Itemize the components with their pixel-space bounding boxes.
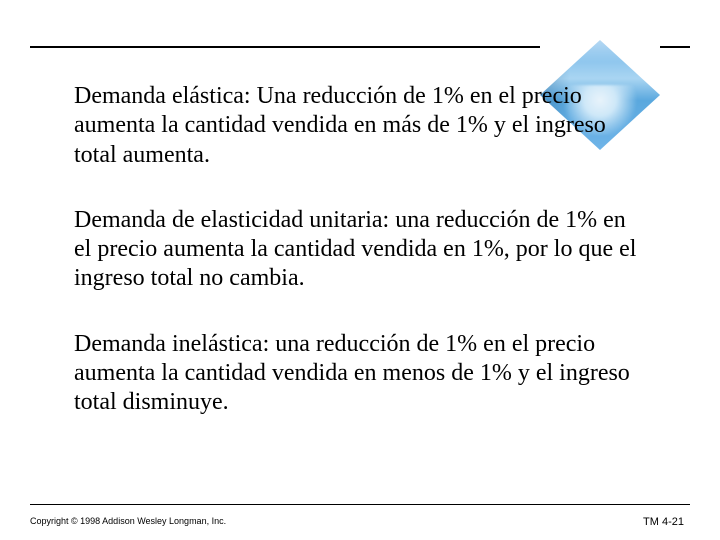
paragraph-inelastic: Demanda inelástica: una reducción de 1% … [74,330,646,418]
paragraph-unitary: Demanda de elasticidad unitaria: una red… [74,206,646,294]
slide: Demanda elástica: Una reducción de 1% en… [0,0,720,540]
footer-copyright: Copyright © 1998 Addison Wesley Longman,… [30,516,226,526]
paragraph-elastic: Demanda elástica: Una reducción de 1% en… [74,82,646,170]
body-text: Demanda elástica: Una reducción de 1% en… [74,82,646,417]
bottom-divider [30,504,690,505]
footer-slide-code: TM 4-21 [643,516,684,528]
